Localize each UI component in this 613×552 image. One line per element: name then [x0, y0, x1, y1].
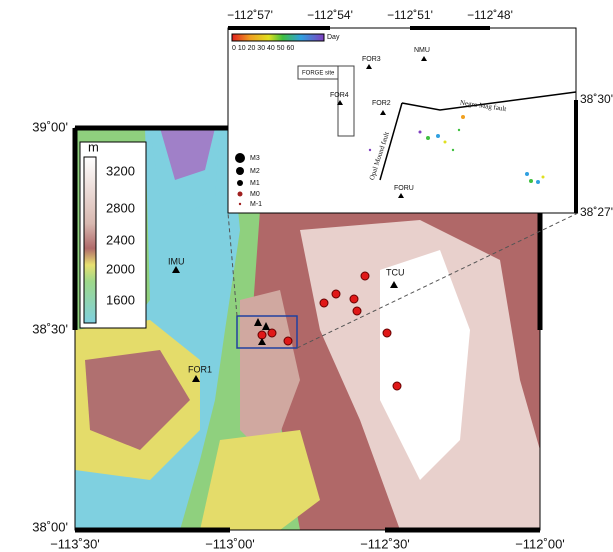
event-marker	[236, 167, 244, 175]
lat-label: 38˚00'	[32, 519, 68, 534]
station-label: TCU	[386, 267, 405, 277]
event-marker	[258, 331, 266, 339]
lon-label: −112˚30'	[360, 536, 410, 551]
event-marker	[383, 329, 391, 337]
event-marker	[419, 131, 422, 134]
bar-label: 2000	[106, 261, 135, 276]
event-marker	[393, 382, 401, 390]
bar-label: 3200	[106, 163, 135, 178]
lon-label: −113˚30'	[50, 536, 100, 551]
event-marker	[268, 329, 276, 337]
inset-station-label: FOR2	[372, 100, 391, 107]
lon-labels: −113˚30' −113˚00' −112˚30' −112˚00'	[50, 536, 565, 551]
event-marker	[353, 307, 361, 315]
event-marker	[436, 134, 440, 138]
event-marker	[237, 180, 243, 186]
bar-label: 2800	[106, 200, 135, 215]
legend-label: M2	[250, 168, 260, 175]
lat-label: 38˚30'	[32, 321, 68, 336]
event-marker	[458, 129, 460, 131]
inset-lon-label: −112˚51'	[387, 8, 433, 22]
figure: 39˚00' 38˚30' 38˚00' −113˚30' −113˚00' −…	[0, 0, 613, 552]
event-marker	[239, 203, 241, 205]
inset-station-label: FORU	[394, 185, 414, 192]
inset-lon-label: −112˚54'	[307, 8, 353, 22]
event-marker	[238, 192, 243, 197]
lat-label: 39˚00'	[32, 119, 68, 134]
station-label: FOR1	[188, 364, 212, 374]
day-title: Day	[327, 34, 340, 41]
inset-lat-label: 38˚27'	[580, 205, 613, 219]
inset: −112˚57' −112˚54' −112˚51' −112˚48' 38˚3…	[227, 8, 613, 219]
inset-lon-label: −112˚57'	[227, 8, 273, 22]
event-marker	[536, 180, 540, 184]
event-marker	[542, 176, 545, 179]
site-label: FORGE site	[302, 71, 335, 77]
event-marker	[361, 272, 369, 280]
event-marker	[444, 141, 447, 144]
unit: m	[88, 139, 99, 154]
inset-lon-label: −112˚48'	[467, 8, 513, 22]
lon-label: −112˚00'	[515, 536, 565, 551]
inset-station-label: NMU	[414, 47, 430, 54]
event-marker	[426, 136, 430, 140]
station-label: IMU	[168, 256, 185, 266]
lat-labels: 39˚00' 38˚30' 38˚00'	[32, 119, 68, 534]
inset-station-label: FOR4	[330, 92, 349, 99]
legend-label: M-1	[250, 201, 262, 208]
day-bar	[232, 34, 324, 41]
event-marker	[452, 149, 454, 151]
day-labels: 0 10 20 30 40 50 60	[232, 45, 294, 52]
event-marker	[284, 337, 292, 345]
legend-label: M1	[250, 180, 260, 187]
event-marker	[350, 295, 358, 303]
event-marker	[369, 149, 371, 151]
event-marker	[529, 179, 533, 183]
elevation-bar: m 3200 2800 2400 2000 1600	[80, 139, 146, 328]
color-bar	[84, 157, 96, 323]
legend-label: M0	[250, 191, 260, 198]
bar-label: 1600	[106, 292, 135, 307]
event-marker	[332, 290, 340, 298]
bar-label: 2400	[106, 232, 135, 247]
event-marker	[320, 299, 328, 307]
event-marker	[461, 115, 465, 119]
inset-station-label: FOR3	[362, 56, 381, 63]
legend-label: M3	[250, 155, 260, 162]
event-marker	[235, 153, 245, 163]
event-marker	[525, 172, 529, 176]
inset-lat-label: 38˚30'	[580, 92, 613, 106]
lon-label: −113˚00'	[205, 536, 255, 551]
